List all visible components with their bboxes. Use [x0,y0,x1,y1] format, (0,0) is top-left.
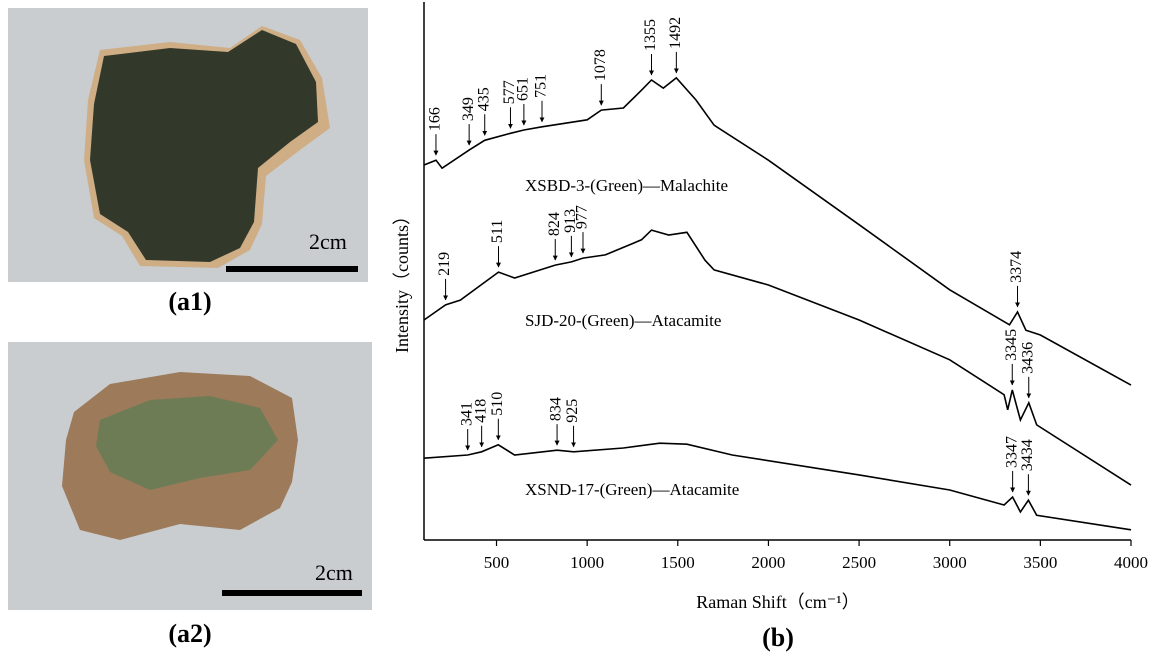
photo-a1: 2cm [8,8,368,282]
peak-label: 418 [472,399,489,423]
panel-caption: (b) [762,623,794,652]
peak-label: 510 [489,392,506,416]
scale-label: 2cm [315,560,353,585]
peak-label: 651 [515,77,532,101]
peak-label: 751 [533,74,550,98]
peak-label: 925 [564,399,581,423]
photo-a2: 2cm [8,342,372,610]
peak-label: 3436 [1019,342,1036,374]
peak-label: 511 [489,220,506,243]
x-tick-label: 1500 [661,553,695,572]
peak-label: 219 [436,252,453,276]
scale-label: 2cm [309,229,347,254]
peak-label: 1492 [667,17,684,49]
peak-label: 1355 [642,19,659,51]
figure: 2cm (a1) 2cm (a2) Intensity（counts） Rama… [0,0,1158,657]
x-tick-label: 3500 [1023,553,1057,572]
peak-label: 824 [546,212,563,236]
series-label: SJD-20-(Green)—Atacamite [525,311,721,330]
spectrum-line [424,78,1131,385]
peak-label: 3434 [1019,439,1036,471]
peak-label: 3347 [1003,436,1020,468]
x-tick-label: 500 [484,553,510,572]
x-tick-label: 4000 [1114,553,1148,572]
x-axis-label: Raman Shift（cm⁻¹） [696,592,859,612]
x-tick-label: 3000 [933,553,967,572]
peak-label: 977 [574,205,591,229]
y-axis-label: Intensity（counts） [392,207,412,353]
panel-caption: (a2) [168,619,211,648]
peak-label: 435 [475,87,492,111]
panel-caption: (a1) [168,287,211,316]
x-tick-label: 1000 [570,553,604,572]
peak-label: 1078 [592,49,609,81]
peak-label: 166 [427,107,444,131]
x-tick-label: 2500 [842,553,876,572]
peak-label: 3374 [1008,251,1025,283]
peak-label: 834 [548,397,565,421]
peak-label: 349 [460,97,477,121]
series-label: XSND-17-(Green)—Atacamite [525,480,739,499]
page: {"panels": { "a1": {"scale_label": "2cm"… [0,0,1158,657]
x-tick-label: 2000 [751,553,785,572]
peak-label: 3345 [1003,329,1020,361]
series-label: XSBD-3-(Green)—Malachite [525,176,728,195]
